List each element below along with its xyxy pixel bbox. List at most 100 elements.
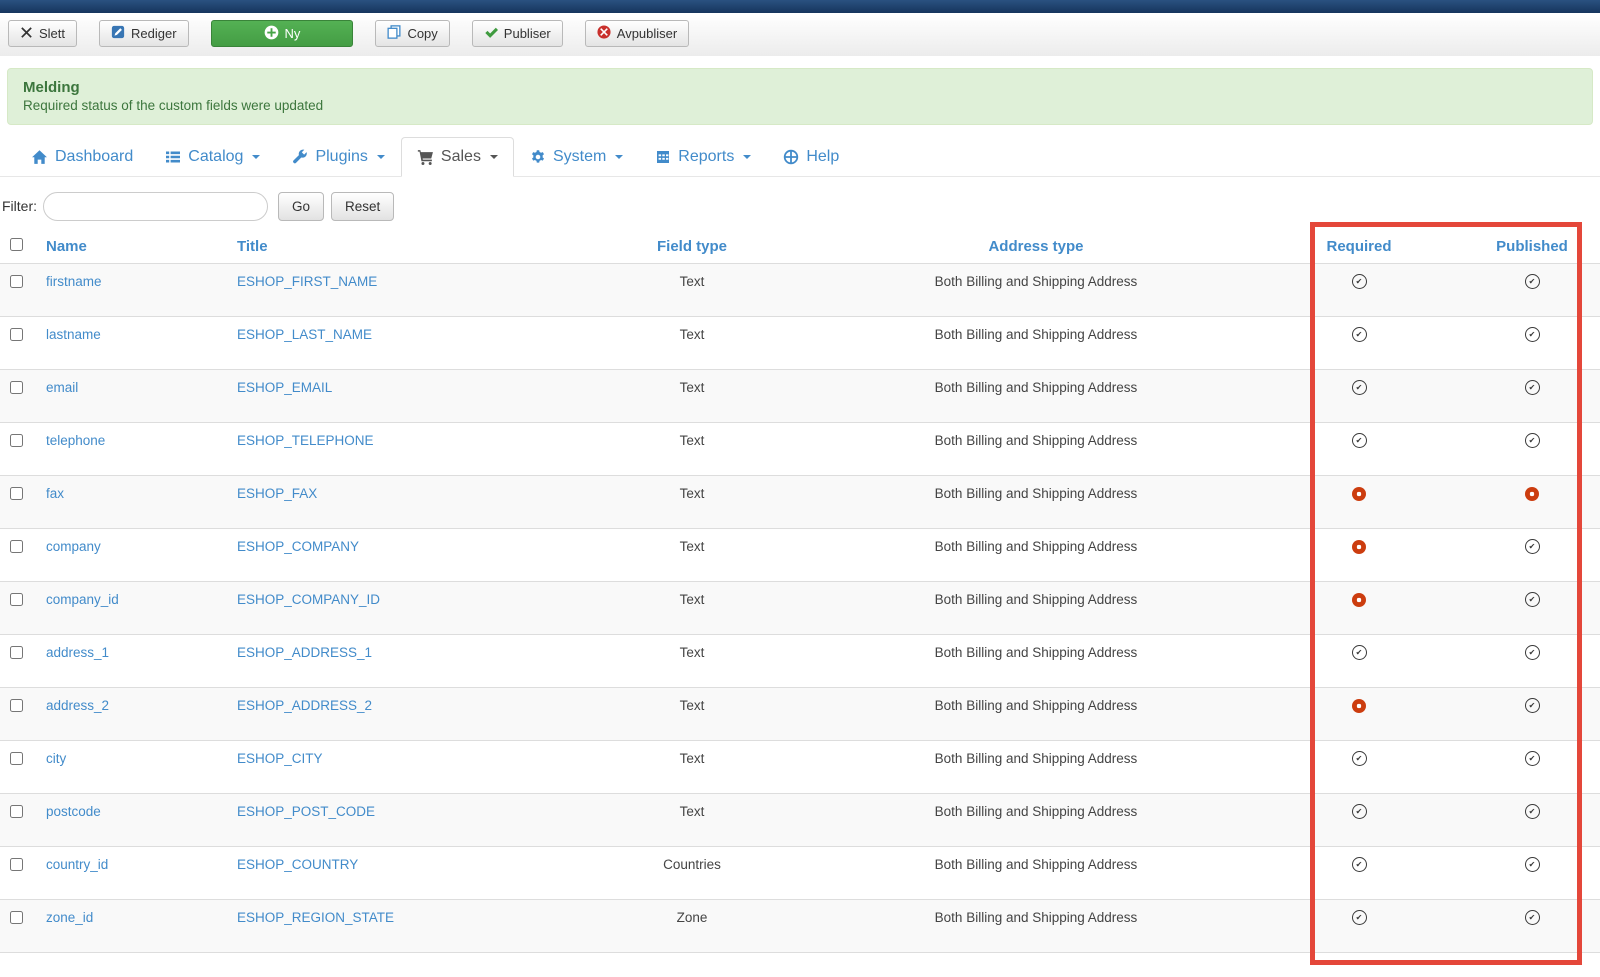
field-name-link[interactable]: company	[46, 539, 101, 554]
row-checkbox[interactable]	[10, 540, 23, 553]
nav-reports[interactable]: Reports	[639, 137, 767, 177]
field-title-link[interactable]: ESHOP_COMPANY	[237, 539, 360, 554]
field-name-link[interactable]: telephone	[46, 433, 106, 448]
list-icon	[165, 149, 181, 165]
row-checkbox[interactable]	[10, 593, 23, 606]
field-title-link[interactable]: ESHOP_CITY	[237, 751, 323, 766]
field-name-link[interactable]: city	[46, 751, 67, 766]
published-status-icon[interactable]	[1524, 698, 1540, 713]
ny-label: Ny	[284, 26, 301, 41]
field-name-link[interactable]: zone_id	[46, 910, 94, 925]
table-row: fax ESHOP_FAX Text Both Billing and Ship…	[0, 475, 1600, 529]
field-title-link[interactable]: ESHOP_COUNTRY	[237, 857, 359, 872]
publiser-button[interactable]: Publiser	[471, 20, 563, 47]
field-title-link[interactable]: ESHOP_REGION_STATE	[237, 910, 395, 925]
field-title-link[interactable]: ESHOP_EMAIL	[237, 380, 333, 395]
ny-button[interactable]: Ny	[210, 20, 354, 47]
field-name-link[interactable]: email	[46, 380, 79, 395]
nav-sales[interactable]: Sales	[400, 137, 514, 177]
field-title-link[interactable]: ESHOP_FIRST_NAME	[237, 274, 378, 289]
published-status-icon[interactable]	[1524, 274, 1540, 289]
published-status-icon[interactable]	[1524, 857, 1540, 872]
field-name-link[interactable]: country_id	[46, 857, 109, 872]
required-status-icon[interactable]	[1351, 910, 1367, 925]
required-status-icon[interactable]	[1352, 593, 1366, 607]
required-status-icon[interactable]	[1351, 645, 1367, 660]
row-checkbox[interactable]	[10, 381, 23, 394]
required-status-icon[interactable]	[1351, 433, 1367, 448]
field-type-cell: Countries	[566, 846, 818, 900]
row-checkbox[interactable]	[10, 646, 23, 659]
required-status-icon[interactable]	[1352, 699, 1366, 713]
header-required[interactable]: Required	[1254, 229, 1464, 264]
published-status-icon[interactable]	[1524, 804, 1540, 819]
row-checkbox[interactable]	[10, 275, 23, 288]
published-status-icon[interactable]	[1524, 645, 1540, 660]
reset-button[interactable]: Reset	[331, 191, 395, 221]
field-title-link[interactable]: ESHOP_TELEPHONE	[237, 433, 374, 448]
field-name-link[interactable]: company_id	[46, 592, 119, 607]
plus-circle-icon	[264, 25, 279, 43]
row-checkbox[interactable]	[10, 487, 23, 500]
required-status-icon[interactable]	[1351, 751, 1367, 766]
copy-button[interactable]: Copy	[375, 20, 450, 47]
required-status-icon[interactable]	[1351, 327, 1367, 342]
header-published[interactable]: Published	[1464, 229, 1600, 264]
row-checkbox[interactable]	[10, 752, 23, 765]
go-button[interactable]: Go	[278, 191, 325, 221]
published-status-icon[interactable]	[1524, 433, 1540, 448]
published-status-icon[interactable]	[1525, 487, 1539, 501]
table-row: country_id ESHOP_COUNTRY Countries Both …	[0, 846, 1600, 900]
avpubliser-button[interactable]: Avpubliser	[584, 20, 690, 47]
field-name-link[interactable]: address_2	[46, 698, 110, 713]
wrench-icon	[292, 149, 308, 165]
filter-input[interactable]	[43, 191, 268, 221]
slett-button[interactable]: Slett	[8, 20, 78, 47]
row-checkbox[interactable]	[10, 911, 23, 924]
table-row: city ESHOP_CITY Text Both Billing and Sh…	[0, 740, 1600, 794]
required-status-icon[interactable]	[1351, 804, 1367, 819]
rediger-button[interactable]: Rediger	[99, 20, 189, 47]
row-checkbox[interactable]	[10, 699, 23, 712]
nav-dashboard[interactable]: Dashboard	[15, 137, 149, 177]
field-type-cell: Text	[566, 369, 818, 423]
field-name-link[interactable]: fax	[46, 486, 65, 501]
header-field-type[interactable]: Field type	[566, 229, 818, 264]
required-status-icon[interactable]	[1351, 380, 1367, 395]
published-status-icon[interactable]	[1524, 539, 1540, 554]
table-row: address_2 ESHOP_ADDRESS_2 Text Both Bill…	[0, 687, 1600, 741]
published-status-icon[interactable]	[1524, 327, 1540, 342]
required-status-icon[interactable]	[1352, 540, 1366, 554]
row-checkbox[interactable]	[10, 434, 23, 447]
field-title-link[interactable]: ESHOP_FAX	[237, 486, 318, 501]
field-title-link[interactable]: ESHOP_ADDRESS_1	[237, 645, 373, 660]
header-title[interactable]: Title	[230, 229, 566, 264]
published-status-icon[interactable]	[1524, 592, 1540, 607]
header-address-type[interactable]: Address type	[818, 229, 1254, 264]
field-name-link[interactable]: address_1	[46, 645, 110, 660]
published-status-icon[interactable]	[1524, 751, 1540, 766]
required-status-icon[interactable]	[1351, 857, 1367, 872]
row-checkbox[interactable]	[10, 858, 23, 871]
required-status-icon[interactable]	[1351, 274, 1367, 289]
published-status-icon[interactable]	[1524, 380, 1540, 395]
field-title-link[interactable]: ESHOP_LAST_NAME	[237, 327, 373, 342]
published-status-icon[interactable]	[1524, 910, 1540, 925]
select-all-checkbox[interactable]	[10, 238, 23, 251]
field-type-cell: Text	[566, 793, 818, 847]
field-name-link[interactable]: lastname	[46, 327, 101, 342]
nav-system[interactable]: System	[514, 137, 639, 177]
field-title-link[interactable]: ESHOP_COMPANY_ID	[237, 592, 381, 607]
nav-help[interactable]: Help	[767, 137, 855, 177]
table-body: firstname ESHOP_FIRST_NAME Text Both Bil…	[0, 263, 1600, 953]
required-status-icon[interactable]	[1352, 487, 1366, 501]
field-title-link[interactable]: ESHOP_POST_CODE	[237, 804, 376, 819]
nav-plugins[interactable]: Plugins	[276, 137, 400, 177]
header-name[interactable]: Name	[38, 229, 230, 264]
field-title-link[interactable]: ESHOP_ADDRESS_2	[237, 698, 373, 713]
field-name-link[interactable]: postcode	[46, 804, 101, 819]
nav-catalog[interactable]: Catalog	[149, 137, 276, 177]
row-checkbox[interactable]	[10, 805, 23, 818]
field-name-link[interactable]: firstname	[46, 274, 102, 289]
row-checkbox[interactable]	[10, 328, 23, 341]
